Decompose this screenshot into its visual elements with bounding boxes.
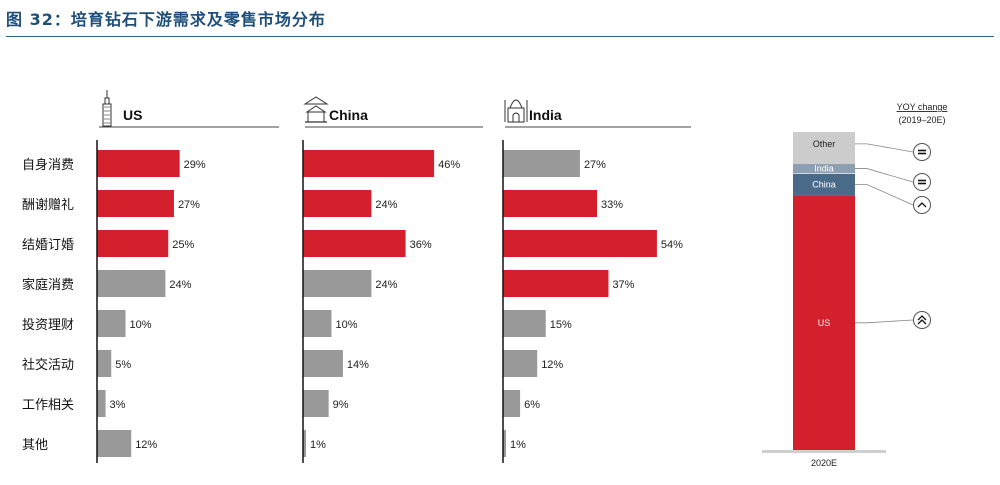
x-tick-label: 2020E (811, 458, 837, 468)
title-divider (6, 36, 994, 37)
panel-us: US 29% 27% 25% 24% 10% 5% 3% 12% (96, 90, 279, 463)
category-label: 其他 (22, 438, 48, 453)
data-label: 27% (584, 159, 606, 171)
panel-india: India 27% 33% 54% 37% 15% 12% 6% 1% (502, 99, 691, 463)
bar (503, 190, 598, 217)
leader-line (855, 168, 914, 183)
category-label: 自身消费 (22, 157, 74, 173)
data-label: 12% (135, 439, 157, 451)
data-label: 9% (333, 399, 349, 411)
equal-icon (913, 173, 931, 191)
segment-label: India (814, 164, 834, 174)
bar (97, 190, 174, 217)
double-up-arrow-icon (913, 311, 931, 329)
bar (503, 350, 538, 377)
bar (97, 270, 166, 297)
data-label: 54% (661, 239, 683, 251)
bar (97, 390, 106, 417)
bar (303, 350, 343, 377)
stacked-segment (793, 195, 855, 450)
bar (303, 310, 332, 337)
taj-mahal-icon (504, 99, 528, 123)
stacked-market-chart: US China India Other 2020E YOY change (2019–20… (762, 102, 947, 468)
category-label: 酬谢赠礼 (22, 197, 74, 213)
category-label: 工作相关 (22, 398, 74, 413)
up-arrow-icon (913, 196, 931, 214)
leader-line (855, 143, 914, 153)
figure-title: 图 32：培育钻石下游需求及零售市场分布 (6, 10, 326, 29)
data-label: 10% (130, 319, 152, 331)
data-label: 24% (375, 199, 397, 211)
data-label: 6% (524, 399, 540, 411)
yoy-period: (2019–20E) (898, 115, 945, 125)
stacked-segment (793, 173, 855, 196)
bar (303, 230, 406, 257)
category-label: 社交活动 (22, 357, 74, 373)
data-label: 46% (438, 159, 460, 171)
data-label: 10% (336, 319, 358, 331)
data-label: 3% (110, 399, 126, 411)
data-label: 12% (541, 359, 563, 371)
baseline (762, 450, 886, 453)
segment-label: US (818, 318, 831, 328)
data-label: 5% (115, 359, 131, 371)
bar (303, 270, 372, 297)
data-label: 1% (510, 439, 526, 451)
segment-label: Other (813, 139, 836, 149)
category-label: 家庭消费 (22, 277, 74, 293)
panel-title: India (529, 107, 562, 123)
data-label: 24% (375, 279, 397, 291)
category-label: 投资理财 (22, 317, 74, 333)
temple-icon (303, 96, 329, 123)
yoy-title: YOY change (897, 102, 948, 112)
skyscraper-icon (102, 90, 112, 127)
data-label: 27% (178, 199, 200, 211)
bar (97, 310, 126, 337)
bar (303, 150, 435, 177)
bar (97, 350, 112, 377)
bar (503, 310, 546, 337)
segment-label: China (812, 179, 836, 189)
data-label: 29% (184, 159, 206, 171)
bar (503, 270, 609, 297)
category-label: 结婚订婚 (22, 238, 74, 253)
bar (503, 150, 580, 177)
leader-line (855, 184, 914, 206)
data-label: 14% (347, 359, 369, 371)
data-label: 1% (310, 439, 326, 451)
bar (503, 230, 657, 257)
data-label: 37% (612, 279, 634, 291)
bar (303, 390, 329, 417)
data-label: 15% (550, 319, 572, 331)
data-label: 33% (601, 199, 623, 211)
bar (303, 430, 306, 457)
panel-title: US (123, 107, 142, 123)
stacked-segment (793, 132, 855, 164)
panel-china: China 46% 24% 36% 24% 10% 14% 9% 1% (302, 96, 483, 463)
data-label: 24% (169, 279, 191, 291)
stacked-segment (793, 163, 855, 174)
data-label: 25% (172, 239, 194, 251)
data-label: 36% (410, 239, 432, 251)
panel-title: China (329, 107, 368, 123)
leader-line (855, 319, 914, 324)
bar (97, 430, 132, 457)
bar (303, 190, 372, 217)
bar (97, 150, 180, 177)
bar (503, 390, 521, 417)
bar (503, 430, 506, 457)
equal-icon (913, 143, 931, 161)
bar (97, 230, 169, 257)
